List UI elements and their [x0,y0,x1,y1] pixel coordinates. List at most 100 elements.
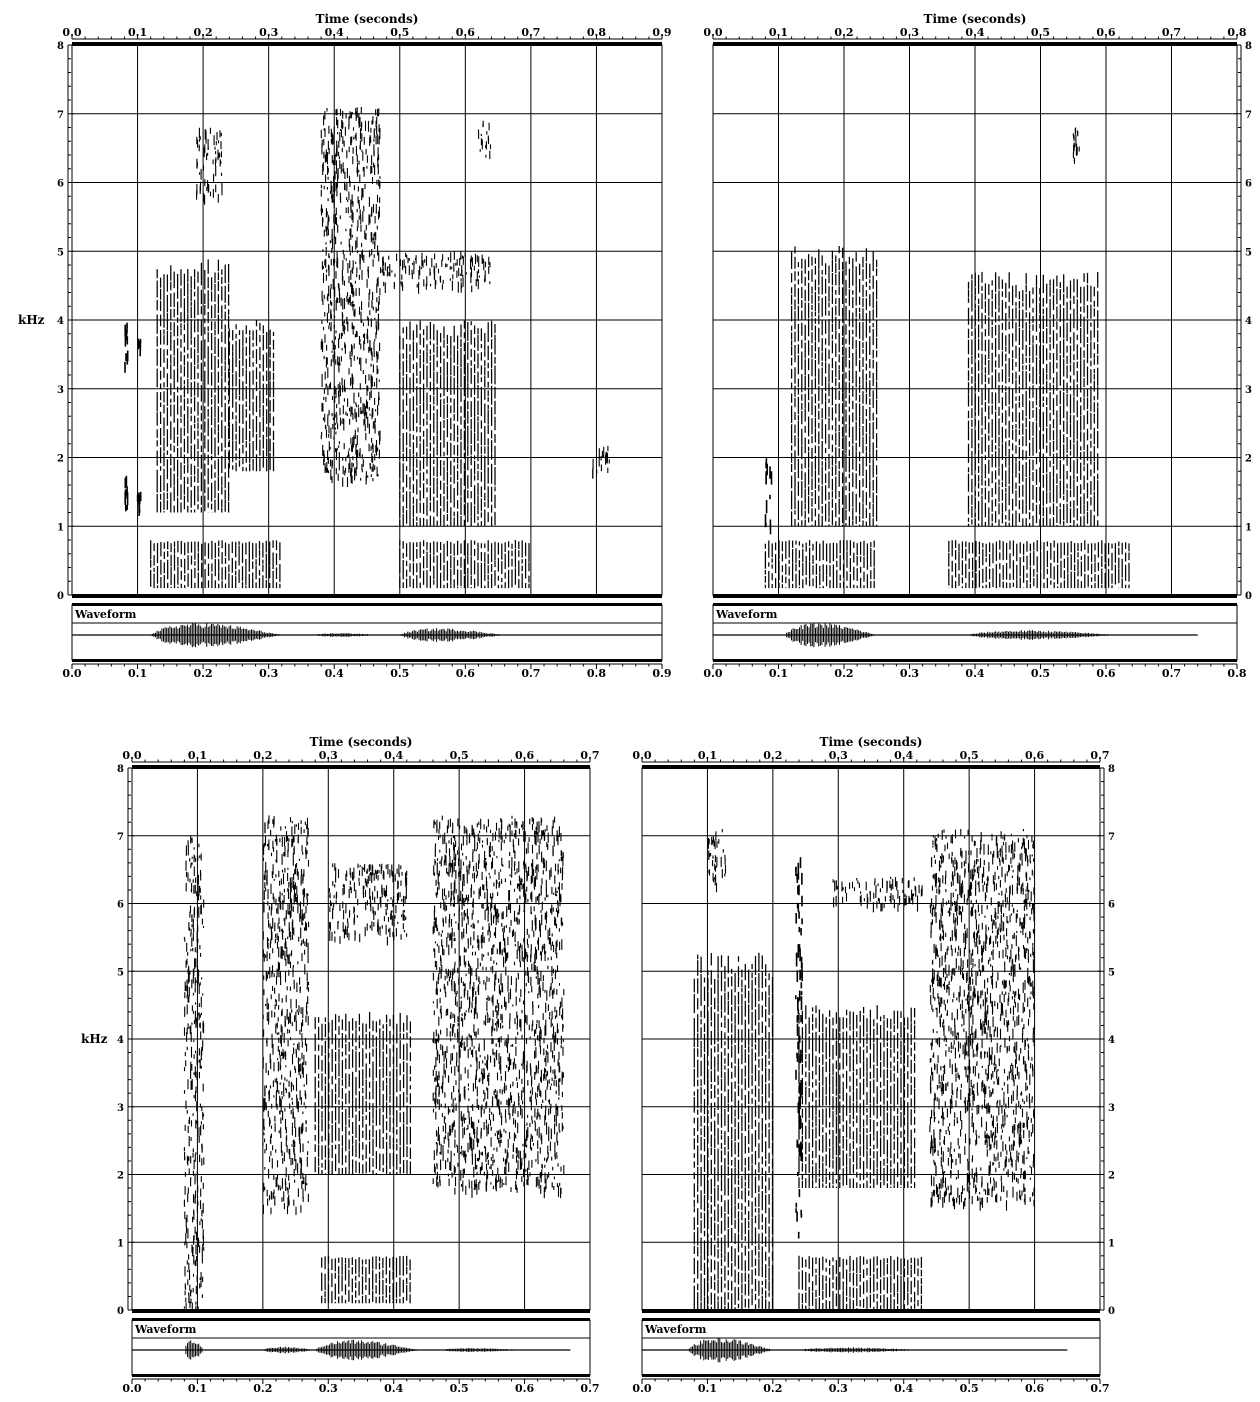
time-axis: 0.0 0.1 0.2 0.3 0.4 0.5 0.6 0.7 0.0 0.1 0.2 0.3 0.4 0… [632,749,1109,1395]
frication-noise [592,445,610,479]
time-tick-label: 0.7 [1162,667,1181,680]
y-axis-label: kHz [18,313,45,327]
frication-noise [707,829,727,893]
frequency-tick-label: 7 [1245,110,1252,121]
frequency-tick-label: 6 [117,900,124,911]
frequency-tick-label: 8 [57,41,64,52]
waveform-segment [800,1347,922,1353]
frequency-tick-label: 0 [57,591,64,602]
time-tick-label: 0.3 [319,749,338,762]
frication-noise [183,836,205,1313]
time-tick-label: 0.3 [259,26,278,39]
voiced-striations [399,320,496,527]
waveform-panel: Waveform [131,1318,591,1377]
time-tick-label: 0.6 [456,667,475,680]
grid [72,45,662,595]
energy-region [707,829,727,893]
spectrogram-energy [764,127,1130,589]
time-tick-label: 0.1 [769,667,788,680]
energy-region [137,338,142,357]
bottom-border [642,1309,1100,1313]
energy-region [196,127,223,205]
waveform-label: Waveform [74,608,137,621]
energy-region [124,322,129,373]
time-tick-label: 0.2 [253,1382,272,1395]
voiced-striations [321,1255,411,1304]
waveform-segment [786,622,877,648]
time-tick-label: 0.1 [128,26,147,39]
bottom-border [713,594,1237,598]
waveform-top-border [642,1318,1100,1321]
frequency-axis: 0 1 2 3 4 5 6 7 8 [117,764,134,1317]
waveform-label: Waveform [134,1323,197,1336]
waveform-bottom-border [72,659,662,662]
frication-noise [832,876,923,913]
frequency-tick-label: 1 [1245,522,1252,533]
time-tick-label: 0.5 [960,1382,979,1395]
frequency-tick-label: 3 [1108,1103,1115,1114]
time-tick-label: 0.1 [188,749,207,762]
burst-marks [124,475,129,512]
energy-region [320,106,381,487]
time-tick-label: 0.7 [1162,26,1181,39]
time-tick-label: 0.6 [515,1382,534,1395]
frequency-tick-label: 5 [117,967,124,978]
time-tick-label: 0.5 [450,749,469,762]
waveform-label: Waveform [644,1323,707,1336]
top-border [713,42,1237,46]
time-tick-label: 0.2 [834,26,853,39]
top-border [132,765,590,769]
voiced-striations [156,259,230,513]
waveform-segment [688,1337,774,1363]
time-axis: 0.0 0.1 0.2 0.3 0.4 0.5 0.6 0.7 0.8 0.9 0.0 0.1 0.2 0… [62,26,671,680]
energy-region [1072,127,1080,164]
time-tick-label: 0.5 [1031,667,1050,680]
frication-noise [432,815,565,1199]
time-tick-label: 0.7 [521,667,540,680]
frequency-tick-label: 6 [1245,179,1252,190]
time-tick-label: 0.9 [652,667,671,680]
waveform-bottom-border [713,659,1237,662]
time-tick-label: 0.6 [456,26,475,39]
frication-noise [477,120,492,160]
time-tick-label: 0.1 [128,667,147,680]
frequency-tick-label: 2 [57,454,64,465]
grid [132,768,590,1310]
energy-region [399,540,530,589]
time-axis: 0.0 0.1 0.2 0.3 0.4 0.5 0.6 0.7 0.0 0.1 0.2 0.3 0.4 0… [122,749,599,1395]
time-axis-title: Time (seconds) [820,735,923,749]
time-tick-label: 0.5 [450,1382,469,1395]
frication-noise [262,815,310,1216]
waveform-panel: Waveform [712,603,1238,662]
waveform-panel: Waveform [641,1318,1101,1377]
frequency-tick-label: 3 [1245,385,1252,396]
time-tick-label: 0.8 [1227,667,1246,680]
time-tick-label: 0.1 [188,1382,207,1395]
time-tick-label: 0.4 [384,749,403,762]
voiced-striations [150,540,281,589]
energy-region [228,320,275,472]
time-tick-label: 0.6 [1096,667,1115,680]
frequency-tick-label: 2 [1108,1171,1115,1182]
time-tick-label: 0.0 [703,667,722,680]
time-tick-label: 0.7 [521,26,540,39]
frequency-tick-label: 0 [1108,1306,1115,1317]
energy-region [798,1005,916,1188]
energy-region [124,475,129,512]
time-tick-label: 0.3 [259,667,278,680]
frequency-tick-label: 5 [1245,247,1252,258]
energy-region [790,246,878,527]
waveform-bottom-border [642,1374,1100,1377]
voiced-striations [798,1005,916,1188]
frequency-axis: 0 1 2 3 4 5 6 7 8 [1235,41,1252,602]
time-tick-label: 0.4 [965,667,984,680]
frequency-tick-label: 6 [1108,900,1115,911]
waveform-segment [316,1339,420,1361]
time-tick-label: 0.5 [390,667,409,680]
y-axis-label: kHz [81,1032,108,1046]
time-tick-label: 0.7 [580,749,599,762]
top-border [642,765,1100,769]
frequency-axis: 0 1 2 3 4 5 6 7 8 [1098,764,1115,1317]
waveform-top-border [713,603,1237,606]
